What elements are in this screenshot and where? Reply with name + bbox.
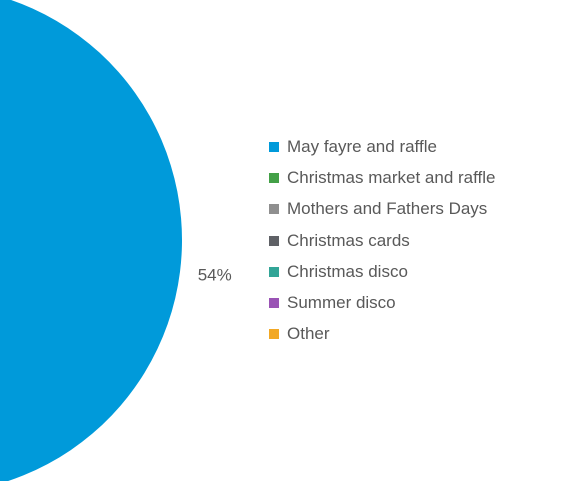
legend-item: Mothers and Fathers Days <box>269 194 495 225</box>
legend-label: Christmas cards <box>287 230 410 250</box>
legend-label: Christmas market and raffle <box>287 167 496 187</box>
legend-swatch <box>269 204 279 215</box>
legend-item: Other <box>269 319 495 350</box>
legend-swatch <box>269 266 279 277</box>
legend-swatch <box>269 172 279 183</box>
legend-swatch <box>269 235 279 246</box>
legend-swatch <box>269 298 279 309</box>
legend-label: May fayre and raffle <box>287 136 437 156</box>
legend-item: Christmas market and raffle <box>269 162 495 193</box>
chart-legend: May fayre and raffle Christmas market and… <box>269 131 495 350</box>
legend-label: Christmas disco <box>287 261 408 281</box>
legend-label: Mothers and Fathers Days <box>287 199 488 219</box>
pie-slices <box>0 0 182 481</box>
legend-item: Christmas disco <box>269 256 495 287</box>
legend-label: Other <box>287 324 330 344</box>
pie-labels: 54% <box>198 266 232 285</box>
legend-label: Summer disco <box>287 293 396 313</box>
legend-item: Christmas cards <box>269 225 495 256</box>
legend-item: May fayre and raffle <box>269 131 495 162</box>
pie-slice <box>0 0 182 481</box>
legend-item: Summer disco <box>269 287 495 318</box>
legend-swatch <box>269 141 279 152</box>
slice-data-label: 54% <box>198 266 232 285</box>
legend-swatch <box>269 329 279 340</box>
